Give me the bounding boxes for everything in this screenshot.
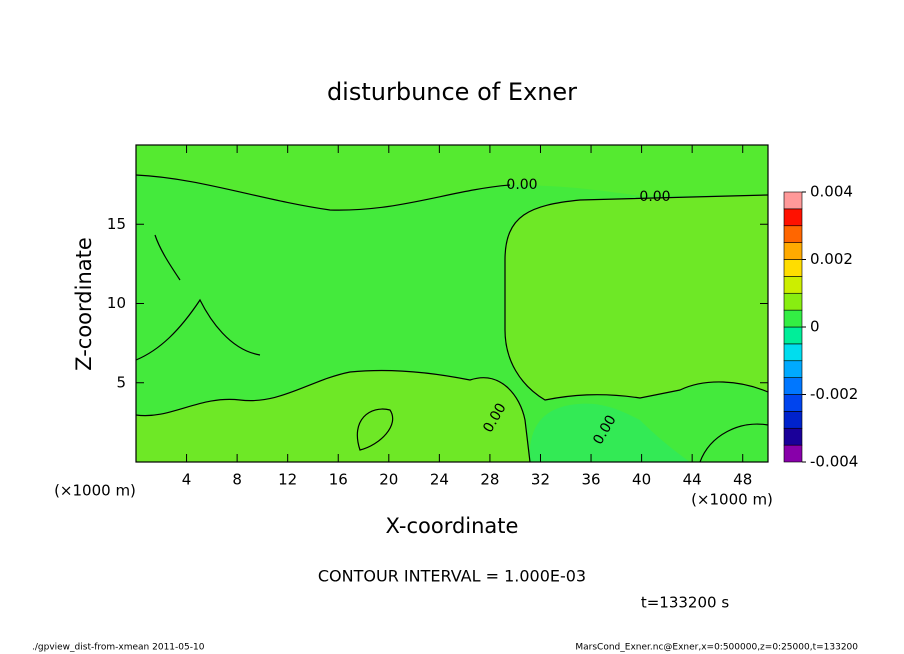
colorbar-box [783, 208, 803, 227]
field-region [136, 370, 530, 462]
y-tick-label: 5 [116, 373, 126, 391]
y-tick-label: 15 [107, 215, 126, 233]
y-unit-label: (×1000 m) [54, 482, 136, 500]
x-axis-label: X-coordinate [386, 514, 519, 538]
colorbar-tick-label: -0.004 [810, 453, 858, 471]
field-region [529, 403, 690, 462]
colorbar-box [783, 360, 803, 378]
colorbar-box [783, 444, 803, 463]
x-tick-label: 12 [278, 471, 297, 489]
colorbar-box [783, 225, 803, 243]
contour-interval: CONTOUR INTERVAL = 1.000E-03 [318, 567, 586, 586]
contour-line [135, 369, 531, 463]
colorbar-box [783, 191, 803, 210]
footer-left: ./gpview_dist-from-xmean 2011-05-10 [32, 643, 205, 653]
colorbar-box [783, 377, 803, 395]
contour-label: 0.00 [639, 189, 670, 205]
contour-line [356, 408, 394, 451]
colorbar-tick-label: 0.004 [810, 183, 853, 201]
x-tick-label: 48 [733, 471, 752, 489]
colorbar-box [783, 292, 803, 311]
colorbar-box [783, 326, 803, 345]
colorbar-tick-label: 0.002 [810, 250, 853, 268]
colorbar-box [783, 394, 803, 412]
time-label: t=133200 s [641, 594, 729, 612]
colorbar-box [783, 427, 803, 446]
contour-line [699, 423, 769, 463]
y-axis-label: Z-coordinate [72, 237, 96, 371]
colorbar-box [783, 242, 803, 260]
colorbar-box [783, 411, 803, 429]
colorbar-box [783, 343, 803, 362]
contour-field [135, 144, 769, 463]
x-tick-label: 40 [632, 471, 651, 489]
colorbar-box [783, 276, 803, 294]
x-tick-label: 24 [430, 471, 449, 489]
x-tick-label: 44 [683, 471, 702, 489]
x-unit-label: (×1000 m) [691, 491, 773, 509]
colorbar-tick-label: 0 [810, 318, 820, 336]
field-region [505, 195, 768, 400]
x-tick-label: 8 [232, 471, 242, 489]
x-tick-label: 4 [182, 471, 192, 489]
contour-line [135, 298, 261, 361]
chart-title: disturbunce of Exner [327, 78, 577, 106]
contour-line [504, 194, 769, 401]
footer-right: MarsCond_Exner.nc@Exner,x=0:500000,z=0:2… [575, 643, 858, 653]
contour-line [154, 234, 181, 281]
x-tick-label: 32 [531, 471, 550, 489]
y-tick-label: 10 [107, 294, 126, 312]
colorbar-tick-label: -0.002 [810, 385, 858, 403]
x-tick-label: 28 [480, 471, 499, 489]
contour-line [135, 174, 511, 211]
colorbar-box [783, 309, 803, 328]
contour-label: 0.00 [506, 177, 537, 193]
colorbar-box [783, 259, 803, 277]
x-tick-label: 16 [329, 471, 348, 489]
x-tick-label: 36 [581, 471, 600, 489]
field-region [136, 145, 768, 211]
x-tick-label: 20 [379, 471, 398, 489]
